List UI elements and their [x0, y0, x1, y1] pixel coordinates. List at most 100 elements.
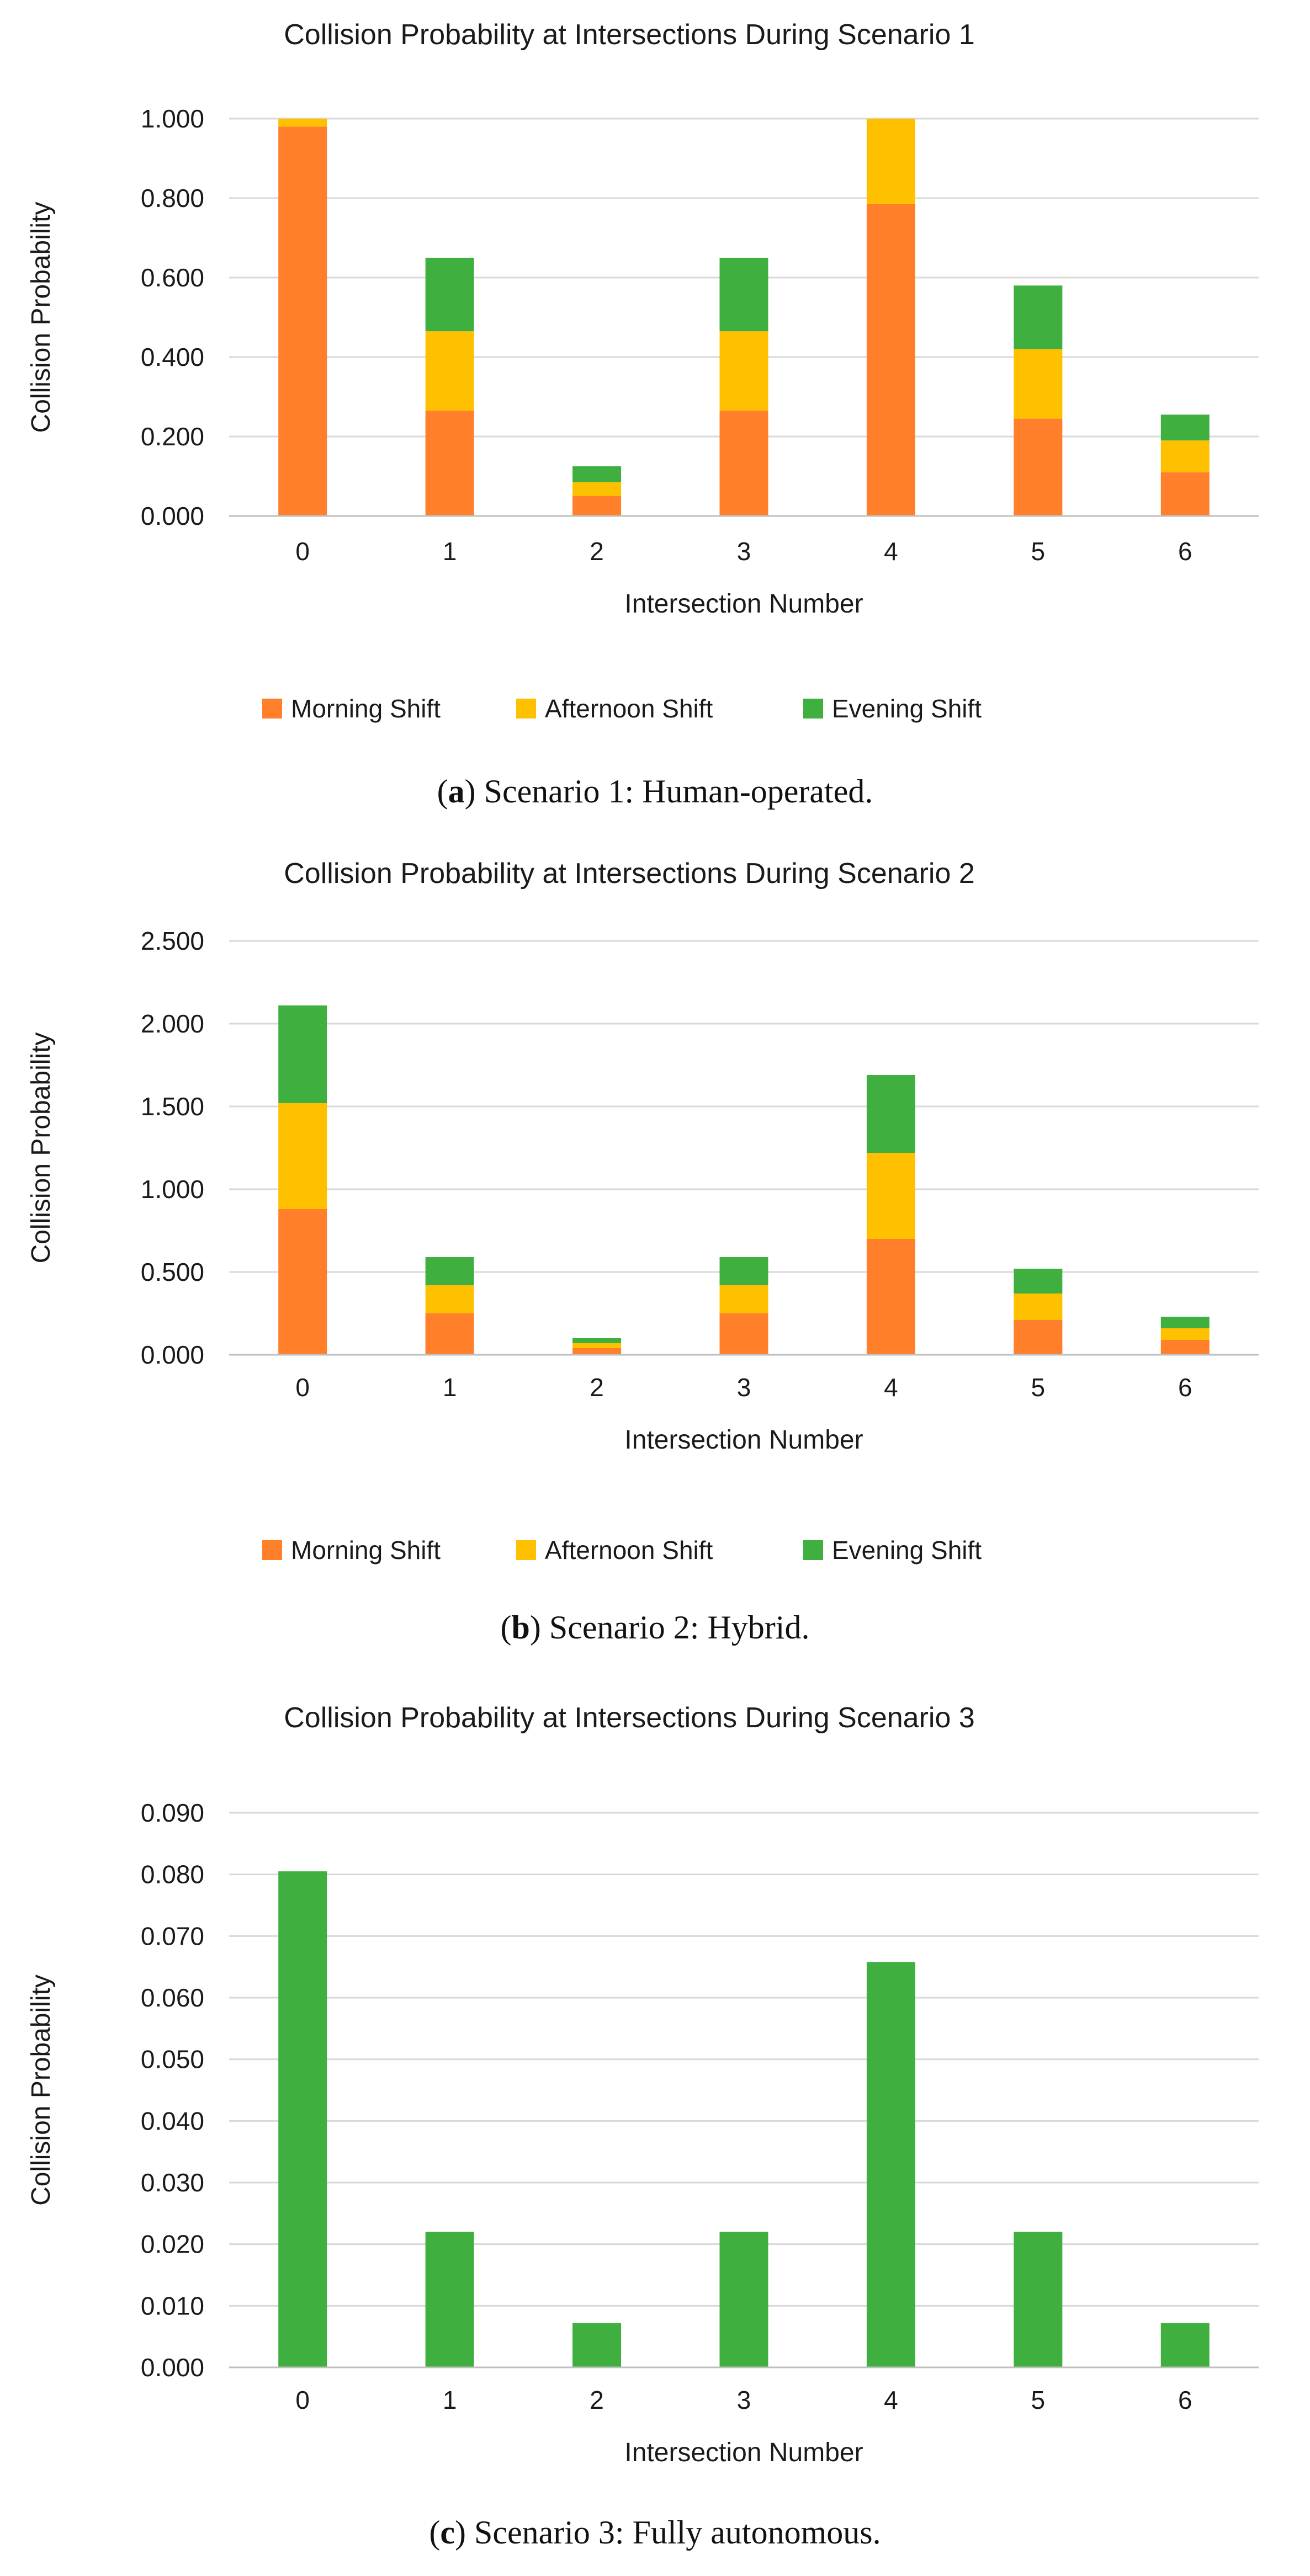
bar-morning-shift-5 [1014, 1320, 1063, 1355]
bar-evening-shift-2 [572, 1338, 622, 1343]
bar-series-6 [1160, 2323, 1210, 2367]
y-tick-label: 0.400 [141, 343, 204, 371]
bar-morning-shift-1 [425, 411, 474, 516]
legend-item-morning-shift: Morning Shift [262, 694, 441, 723]
y-tick-label: 0.070 [141, 1922, 204, 1950]
chart-scenario-1: Collision Probability at Intersections D… [26, 19, 1259, 723]
y-tick-label: 0.040 [141, 2106, 204, 2135]
bar-evening-shift-4 [866, 1075, 915, 1153]
y-tick-label: 2.000 [141, 1009, 204, 1038]
bar-evening-shift-3 [719, 1257, 768, 1285]
caption-letter: b [511, 1609, 530, 1646]
legend-item-afternoon-shift: Afternoon Shift [516, 694, 713, 723]
caption-b: (b) Scenario 2: Hybrid. [500, 1609, 810, 1646]
x-tick-label: 0 [295, 1373, 310, 1402]
legend-label: Morning Shift [291, 1536, 441, 1564]
y-tick-label: 0.000 [141, 1340, 204, 1369]
bar-evening-shift-2 [572, 466, 622, 482]
legend-label: Afternoon Shift [545, 694, 713, 723]
legend-item-evening-shift: Evening Shift [803, 1536, 982, 1564]
bar-series-2 [572, 2323, 622, 2367]
legend-item-evening-shift: Evening Shift [803, 694, 982, 723]
bar-morning-shift-6 [1160, 1340, 1210, 1355]
bar-morning-shift-3 [719, 1313, 768, 1355]
y-tick-label: 0.080 [141, 1860, 204, 1889]
y-tick-label: 0.000 [141, 502, 204, 530]
bar-evening-shift-6 [1160, 414, 1210, 441]
caption-letter: c [440, 2514, 455, 2551]
legend-swatch [803, 1540, 823, 1560]
bar-evening-shift-6 [1160, 1317, 1210, 1328]
x-tick-label: 2 [590, 2386, 604, 2414]
y-tick-label: 0.600 [141, 263, 204, 292]
legend-item-afternoon-shift: Afternoon Shift [516, 1536, 713, 1564]
legend-label: Evening Shift [832, 694, 982, 723]
x-tick-label: 3 [737, 2386, 751, 2414]
caption-c: (c) Scenario 3: Fully autonomous. [429, 2514, 881, 2551]
bar-morning-shift-6 [1160, 472, 1210, 516]
y-tick-label: 0.500 [141, 1258, 204, 1286]
bar-morning-shift-3 [719, 411, 768, 516]
x-axis-label: Intersection Number [624, 1425, 863, 1455]
y-tick-label: 1.500 [141, 1092, 204, 1121]
y-tick-label: 0.000 [141, 2353, 204, 2382]
chart-panel-scenario-2: Collision Probability at Intersections D… [0, 839, 1310, 1600]
legend-label: Morning Shift [291, 694, 441, 723]
bar-afternoon-shift-6 [1160, 1328, 1210, 1340]
bar-evening-shift-5 [1014, 1269, 1063, 1294]
y-tick-label: 0.030 [141, 2168, 204, 2197]
x-tick-label: 6 [1178, 1373, 1192, 1402]
bar-morning-shift-5 [1014, 418, 1063, 516]
x-tick-label: 6 [1178, 2386, 1192, 2414]
legend-swatch [516, 1540, 536, 1560]
y-tick-label: 2.500 [141, 927, 204, 955]
bar-afternoon-shift-3 [719, 1285, 768, 1313]
bar-morning-shift-0 [278, 1209, 327, 1355]
bar-afternoon-shift-4 [866, 119, 915, 204]
y-tick-label: 1.000 [141, 104, 204, 133]
legend-label: Evening Shift [832, 1536, 982, 1564]
bar-afternoon-shift-3 [719, 331, 768, 411]
legend-swatch [262, 699, 282, 718]
bar-afternoon-shift-2 [572, 1343, 622, 1348]
caption-a: (a) Scenario 1: Human-operated. [437, 773, 873, 810]
y-axis-label: Collision Probability [26, 202, 56, 433]
y-tick-label: 0.090 [141, 1798, 204, 1827]
bar-afternoon-shift-0 [278, 1103, 327, 1209]
legend-item-morning-shift: Morning Shift [262, 1536, 441, 1564]
x-tick-label: 5 [1031, 537, 1046, 566]
chart-title: Collision Probability at Intersections D… [284, 19, 975, 51]
x-axis-label: Intersection Number [624, 589, 863, 619]
bar-evening-shift-3 [719, 258, 768, 332]
bar-morning-shift-2 [572, 1348, 622, 1355]
y-tick-label: 0.010 [141, 2291, 204, 2320]
y-tick-label: 1.000 [141, 1175, 204, 1204]
bar-evening-shift-0 [278, 1005, 327, 1103]
legend-swatch [262, 1540, 282, 1560]
x-tick-label: 3 [737, 537, 751, 566]
bar-afternoon-shift-1 [425, 331, 474, 411]
bar-evening-shift-1 [425, 1257, 474, 1285]
x-tick-label: 6 [1178, 537, 1192, 566]
chart-panel-scenario-1: Collision Probability at Intersections D… [0, 0, 1310, 762]
y-tick-label: 0.800 [141, 184, 204, 212]
x-tick-label: 5 [1031, 1373, 1046, 1402]
y-tick-label: 0.060 [141, 1983, 204, 2012]
legend-label: Afternoon Shift [545, 1536, 713, 1564]
x-axis-label: Intersection Number [624, 2438, 863, 2467]
bar-series-0 [278, 1871, 327, 2367]
bar-afternoon-shift-5 [1014, 1294, 1063, 1320]
bar-morning-shift-1 [425, 1313, 474, 1355]
x-tick-label: 2 [590, 1373, 604, 1402]
bar-morning-shift-4 [866, 1239, 915, 1355]
bar-evening-shift-5 [1014, 285, 1063, 349]
bar-afternoon-shift-0 [278, 119, 327, 127]
x-tick-label: 1 [443, 537, 457, 566]
chart-title: Collision Probability at Intersections D… [284, 858, 975, 890]
bar-morning-shift-2 [572, 496, 622, 516]
bar-afternoon-shift-4 [866, 1153, 915, 1239]
bar-evening-shift-1 [425, 258, 474, 332]
chart-scenario-3: Collision Probability at Intersections D… [26, 1702, 1259, 2467]
x-tick-label: 4 [884, 2386, 898, 2414]
legend-swatch [803, 699, 823, 718]
